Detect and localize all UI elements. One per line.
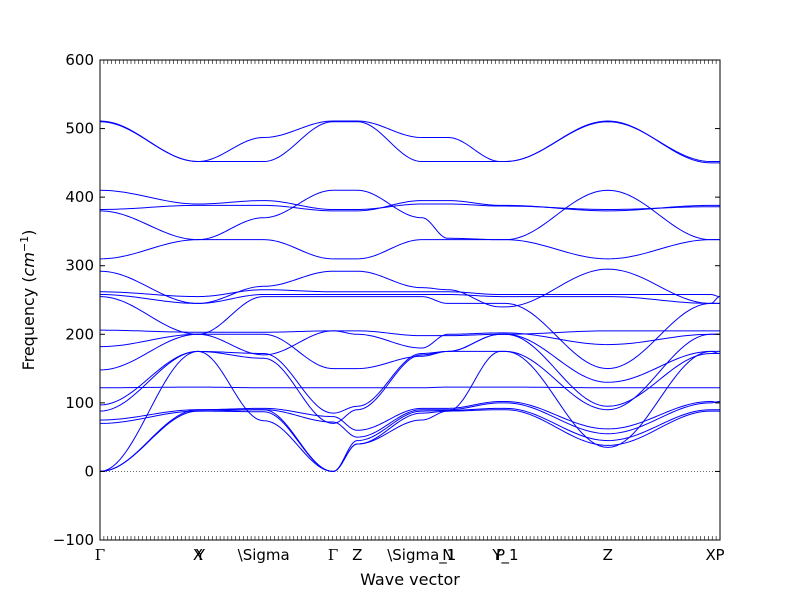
- band-line-3: [99, 350, 720, 472]
- x-tick-label: \Sigma: [238, 546, 290, 564]
- y-axis-label-exponent: −1: [18, 236, 31, 252]
- y-axis-label-suffix: ): [19, 230, 38, 236]
- y-tick-label: 100: [65, 394, 94, 412]
- x-tick-label: X: [193, 546, 203, 564]
- x-tick-label: Y_1: [491, 546, 518, 565]
- x-tick-label: N: [442, 546, 453, 564]
- y-tick-label: 0: [84, 462, 94, 480]
- band-line-12: [99, 296, 720, 370]
- x-tick-label: X: [706, 546, 716, 564]
- x-tick-label: P: [496, 546, 505, 564]
- y-tick-label: 200: [65, 325, 94, 343]
- band-line-7: [99, 333, 720, 414]
- y-axis-label: Frequency (cm−1): [18, 230, 39, 371]
- band-line-6: [99, 333, 720, 424]
- band-line-4: [99, 400, 720, 438]
- x-tick-label: Γ: [95, 546, 105, 564]
- x-axis-label: Wave vector: [360, 570, 460, 589]
- plot-frame: [99, 59, 721, 541]
- band-line-1: [99, 409, 720, 472]
- x-tick-label: P: [715, 546, 724, 564]
- band-line-18: [99, 200, 720, 212]
- x-tick-label: Γ: [328, 546, 338, 564]
- band-line-14: [99, 289, 721, 298]
- y-axis-label-prefix: Frequency (: [19, 276, 38, 370]
- band-line-21: [99, 120, 720, 164]
- x-tick-label: Z: [352, 546, 362, 564]
- y-tick-label: 400: [65, 188, 94, 206]
- band-line-20: [99, 121, 720, 162]
- band-line-19: [99, 189, 720, 210]
- band-line-8: [100, 386, 720, 389]
- band-line-16: [99, 239, 720, 260]
- y-tick-label: −100: [53, 531, 94, 549]
- x-tick-label: Y: [195, 546, 206, 564]
- band-line-17: [99, 189, 720, 241]
- band-line-15: [99, 268, 720, 308]
- y-axis-label-unit: cm: [19, 252, 38, 276]
- band-line-13: [99, 294, 721, 304]
- y-tick-label: 600: [65, 51, 94, 69]
- band-line-9: [99, 333, 721, 383]
- band-line-10: [99, 330, 720, 356]
- x-tick-label: Z: [603, 546, 613, 564]
- band-line-11: [99, 329, 720, 337]
- band-line-5: [99, 400, 721, 431]
- y-tick-label: 300: [65, 257, 94, 275]
- y-tick-label: 500: [65, 120, 94, 138]
- band-lines: [99, 120, 721, 472]
- x-tick-label: \Sigma_1: [387, 546, 456, 565]
